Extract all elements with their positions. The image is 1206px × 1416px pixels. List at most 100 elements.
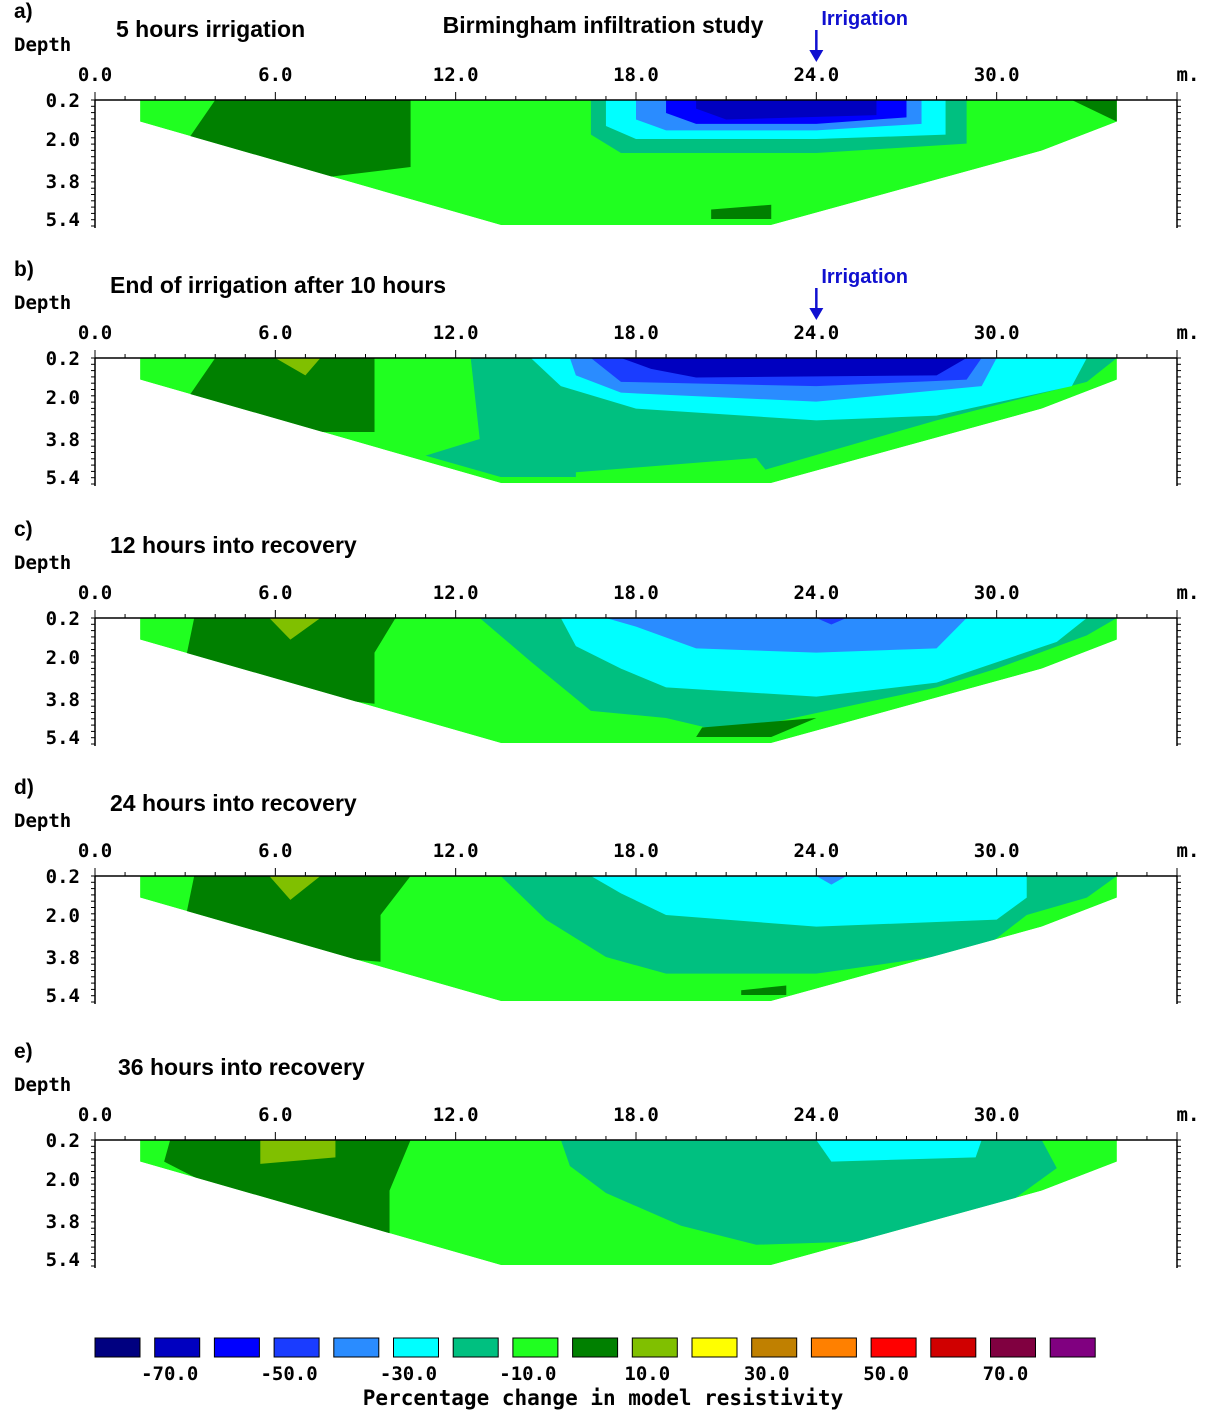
irrigation-arrow-head xyxy=(809,308,824,320)
depth-axis-label: Depth xyxy=(14,552,72,574)
panel-title: 12 hours into recovery xyxy=(110,532,357,558)
y-tick-label: 0.2 xyxy=(46,90,80,112)
x-unit-label: m. xyxy=(1177,840,1200,862)
x-tick-label: 24.0 xyxy=(793,322,839,344)
resistivity-region xyxy=(260,1140,336,1164)
panel-plot: 0.0 6.0 12.0 18.0 24.0 30.0 m. 0.2 2.0 3.8 5.4 xyxy=(46,840,1200,1007)
resistivity-region xyxy=(605,618,967,653)
y-tick-label: 5.4 xyxy=(46,1249,80,1271)
x-unit-label: m. xyxy=(1177,582,1200,604)
x-tick-label: 30.0 xyxy=(974,582,1020,604)
resistivity-region xyxy=(620,358,967,378)
chart-title: Birmingham infiltration study xyxy=(442,12,764,38)
x-tick-label: 0.0 xyxy=(78,64,112,86)
x-tick-label: 18.0 xyxy=(613,1104,659,1126)
y-tick-label: 5.4 xyxy=(46,727,80,749)
y-tick-label: 2.0 xyxy=(46,647,80,669)
panel-title: 24 hours into recovery xyxy=(110,790,357,816)
x-tick-label: 18.0 xyxy=(613,64,659,86)
colorbar-tick-label: -70.0 xyxy=(141,1363,198,1385)
depth-axis-label: Depth xyxy=(14,810,72,832)
colorbar-tick-label: -50.0 xyxy=(260,1363,317,1385)
colorbar-swatch xyxy=(273,1337,320,1358)
resistivity-region xyxy=(185,358,375,432)
colorbar-title: Percentage change in model resistivity xyxy=(362,1386,844,1410)
y-tick-label: 0.2 xyxy=(46,1130,80,1152)
resistivity-region xyxy=(816,618,847,625)
depth-axis-label: Depth xyxy=(14,292,72,314)
panel-1: b) End of irrigation after 10 hours Depth 0… xyxy=(0,258,1206,518)
colorbar-swatch xyxy=(333,1337,380,1358)
panel-2: c) 12 hours into recovery Depth 0.0 6.0 12.0 1… xyxy=(0,518,1206,778)
x-tick-label: 18.0 xyxy=(613,582,659,604)
panel-title: End of irrigation after 10 hours xyxy=(110,272,447,298)
x-tick-label: 6.0 xyxy=(258,582,292,604)
x-unit-label: m. xyxy=(1177,1104,1200,1126)
panel-label: c) xyxy=(14,518,33,541)
colorbar-swatch xyxy=(751,1337,798,1358)
resistivity-region xyxy=(696,718,817,737)
colorbar-swatch xyxy=(452,1337,499,1358)
panel-plot: 0.0 6.0 12.0 18.0 24.0 30.0 m. 0.2 2.0 3.8 5.4 xyxy=(46,288,1199,489)
resistivity-region xyxy=(269,618,321,640)
panel-label: b) xyxy=(14,258,34,281)
resistivity-region xyxy=(816,876,847,885)
x-tick-label: 0.0 xyxy=(78,840,112,862)
colorbar-legend: -70.0 -50.0 -30.0 -10.0 10.0 30.0 50.0 70.0 xyxy=(94,1337,1096,1385)
y-tick-label: 0.2 xyxy=(46,608,80,630)
x-tick-label: 12.0 xyxy=(433,840,479,862)
colorbar-swatch xyxy=(691,1337,738,1358)
resistivity-region xyxy=(711,204,772,219)
irrigation-arrow-head xyxy=(809,50,824,62)
y-tick-label: 2.0 xyxy=(46,905,80,927)
colorbar-tick-label: 10.0 xyxy=(624,1363,670,1385)
colorbar-swatch xyxy=(930,1337,977,1358)
panel-label: d) xyxy=(14,776,34,799)
colorbar-tick-label: 70.0 xyxy=(983,1363,1029,1385)
colorbar-tick-label: 50.0 xyxy=(863,1363,909,1385)
y-tick-label: 5.4 xyxy=(46,985,80,1007)
resistivity-region xyxy=(741,985,787,995)
y-tick-label: 5.4 xyxy=(46,209,80,231)
panel-3: d) 24 hours into recovery Depth 0.0 6.0 12.0 1… xyxy=(0,776,1206,1036)
depth-axis-label: Depth xyxy=(14,34,72,56)
y-tick-label: 5.4 xyxy=(46,467,80,489)
x-tick-label: 18.0 xyxy=(613,322,659,344)
colorbar-swatch xyxy=(1049,1337,1096,1358)
panel-4: e) 36 hours into recovery Depth 0.0 6.0 12.0 1… xyxy=(0,1040,1206,1300)
x-tick-label: 30.0 xyxy=(974,1104,1020,1126)
resistivity-region xyxy=(816,1140,982,1162)
irrigation-label: Irrigation xyxy=(821,8,908,30)
x-tick-label: 24.0 xyxy=(793,1104,839,1126)
colorbar-tick-label: -10.0 xyxy=(499,1363,556,1385)
panel-plot: 0.0 6.0 12.0 18.0 24.0 30.0 m. 0.2 2.0 3.8 5.4 xyxy=(46,582,1200,749)
resistivity-region xyxy=(275,358,321,376)
x-tick-label: 30.0 xyxy=(974,322,1020,344)
x-tick-label: 24.0 xyxy=(793,840,839,862)
y-tick-label: 2.0 xyxy=(46,1169,80,1191)
resistivity-region xyxy=(575,458,772,477)
x-tick-label: 6.0 xyxy=(258,64,292,86)
x-tick-label: 12.0 xyxy=(433,322,479,344)
y-tick-label: 2.0 xyxy=(46,129,80,151)
x-tick-label: 6.0 xyxy=(258,840,292,862)
resistivity-region xyxy=(590,876,1027,927)
y-tick-label: 3.8 xyxy=(46,1211,80,1233)
x-unit-label: m. xyxy=(1177,64,1200,86)
resistivity-region xyxy=(269,876,321,900)
irrigation-label: Irrigation xyxy=(821,266,908,288)
y-tick-label: 3.8 xyxy=(46,947,80,969)
x-tick-label: 18.0 xyxy=(613,840,659,862)
panel-title: 36 hours into recovery xyxy=(118,1054,365,1080)
panel-plot: 0.0 6.0 12.0 18.0 24.0 30.0 m. 0.2 2.0 3.8 5.4 xyxy=(46,1104,1200,1271)
depth-axis-label: Depth xyxy=(14,1074,72,1096)
x-tick-label: 12.0 xyxy=(433,64,479,86)
y-tick-label: 3.8 xyxy=(46,689,80,711)
x-tick-label: 0.0 xyxy=(78,582,112,604)
x-tick-label: 6.0 xyxy=(258,1104,292,1126)
x-tick-label: 24.0 xyxy=(793,582,839,604)
resistivity-region xyxy=(164,1140,411,1236)
colorbar-swatch xyxy=(512,1337,559,1358)
x-tick-label: 30.0 xyxy=(974,840,1020,862)
x-tick-label: 0.0 xyxy=(78,1104,112,1126)
